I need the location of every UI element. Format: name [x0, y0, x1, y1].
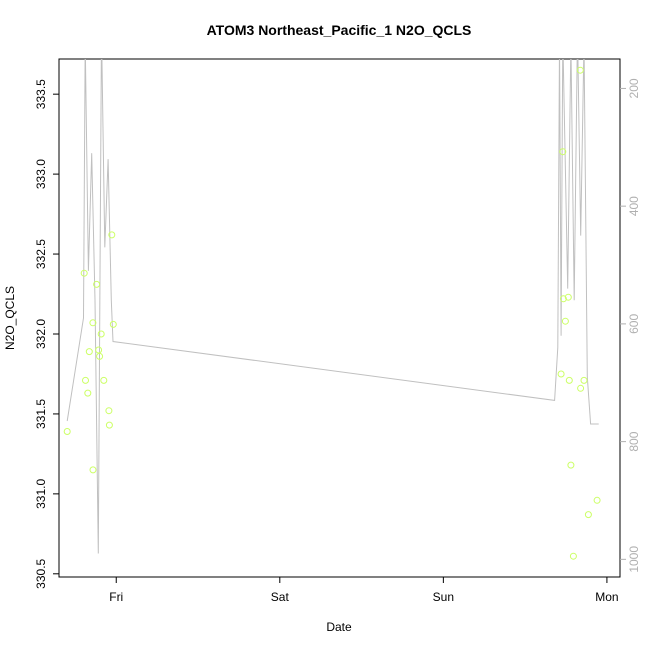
data-point: [567, 461, 575, 469]
right-y-tick-label: 800: [627, 431, 641, 451]
y-axis-label: N2O_QCLS: [3, 286, 17, 350]
data-point: [93, 280, 101, 288]
data-point: [109, 320, 117, 328]
data-point: [577, 384, 585, 392]
y-tick-label: 332.5: [34, 239, 48, 269]
data-point: [559, 295, 567, 303]
right-y-tick-label: 600: [627, 314, 641, 334]
y-tick-label: 333.0: [34, 159, 48, 189]
right-y-tick-label: 200: [627, 78, 641, 98]
data-point: [564, 293, 572, 301]
data-point: [576, 66, 584, 74]
y-tick-label: 330.5: [34, 558, 48, 588]
data-points-layer: [63, 66, 601, 560]
x-axis: Fri Sat Sun Mon: [109, 577, 619, 604]
data-point: [100, 376, 108, 384]
data-point: [63, 428, 71, 435]
data-point: [105, 407, 113, 415]
y-tick-label: 333.5: [34, 79, 48, 109]
data-point: [561, 317, 569, 325]
data-point: [569, 552, 577, 560]
data-point: [105, 421, 113, 429]
right-y-axis: 200 400 600 800 1000: [620, 78, 641, 573]
data-point: [82, 376, 89, 384]
y-tick-label: 332.0: [34, 319, 48, 349]
x-tick-label: Fri: [109, 590, 123, 604]
y-tick-label: 331.5: [34, 399, 48, 429]
data-point: [96, 352, 104, 360]
x-axis-label: Date: [326, 620, 352, 634]
data-point: [559, 148, 567, 156]
x-tick-label: Sun: [433, 590, 454, 604]
chart-title: ATOM3 Northeast_Pacific_1 N2O_QCLS: [207, 22, 472, 38]
data-point: [89, 319, 97, 327]
data-point: [84, 389, 92, 397]
data-point: [593, 496, 601, 504]
pressure-line-layer: [66, 59, 599, 554]
data-point: [584, 511, 592, 519]
pressure-line: [66, 59, 599, 554]
y-axis: 330.5 331.0 331.5 332.0 332.5 333.0 333.5: [34, 79, 59, 589]
data-point: [80, 269, 88, 277]
data-point: [108, 231, 116, 239]
data-point: [565, 376, 573, 384]
data-point: [580, 376, 588, 384]
data-point: [95, 346, 103, 354]
right-y-tick-label: 1000: [627, 546, 641, 573]
data-point: [85, 348, 93, 356]
right-y-tick-label: 400: [627, 196, 641, 216]
x-tick-label: Sat: [271, 590, 290, 604]
y-tick-label: 331.0: [34, 479, 48, 509]
data-point: [557, 370, 565, 378]
plot-border: [58, 58, 621, 578]
x-tick-label: Mon: [595, 590, 618, 604]
data-point: [89, 466, 97, 474]
data-point: [97, 330, 105, 338]
plot-frame: [58, 58, 621, 578]
